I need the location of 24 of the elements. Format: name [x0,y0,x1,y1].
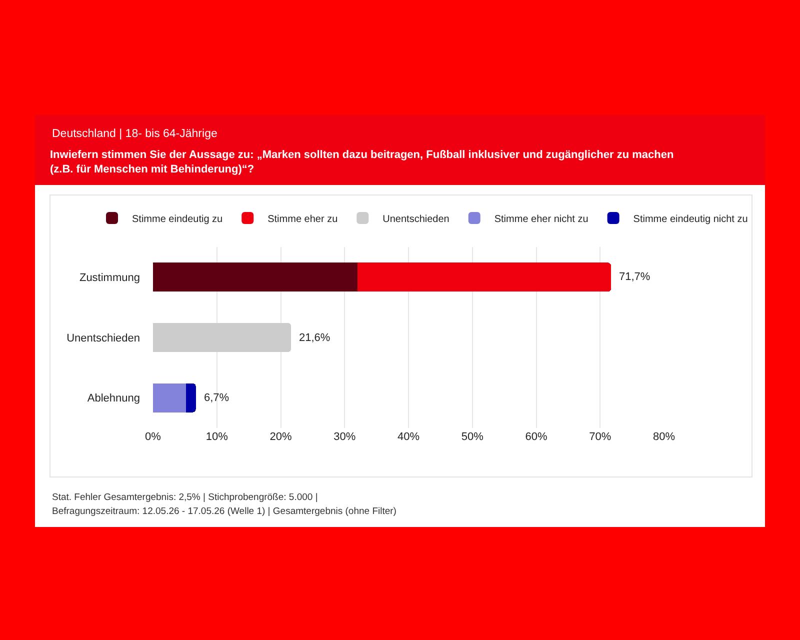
x-tick-label: 40% [397,431,420,443]
legend-label: Stimme eher nicht zu [494,214,588,225]
x-tick-label: 60% [525,431,548,443]
x-tick-label: 70% [589,431,612,443]
legend-label: Stimme eher zu [268,214,338,225]
x-tick-label: 10% [206,431,228,443]
x-tick-label: 0% [145,431,162,443]
y-tick-label: Zustimmung [79,272,140,284]
x-tick-label: 30% [334,431,356,443]
total-label: 21,6% [299,332,330,344]
total-label: 6,7% [204,392,230,404]
y-tick-label: Ablehnung [87,392,140,405]
text: Stat. Fehler Gesamtergebnis: 2,5% | Stichprobengröße: 5.000 | [52,492,318,503]
chart-subtitle: Deutschland | 18- bis 64-Jährige [52,128,218,140]
legend-label: Stimme eindeutig nicht zu [633,214,748,225]
legend-label: Unentschieden [382,214,450,225]
legend-label: Stimme eindeutig zu [132,214,223,225]
total-label: 71,7% [619,271,650,283]
text: Befragungszeitraum: 12.05.26 - 17.05.26 (Welle 1) | Gesamtergebnis (ohne Filter) [52,506,396,517]
x-tick-label: 80% [652,431,676,443]
x-tick-label: 50% [461,431,484,443]
x-tick-label: 20% [270,431,292,443]
chart-title: Inwiefern stimmen Sie der Aussage zu: „Marken sollten dazu beitragen, Fußball inklusiver und zugänglicher zu machen (z.B. für Menschen mit Behinderung)“? [50,149,674,176]
y-tick-label: Unentschieden [66,332,140,344]
